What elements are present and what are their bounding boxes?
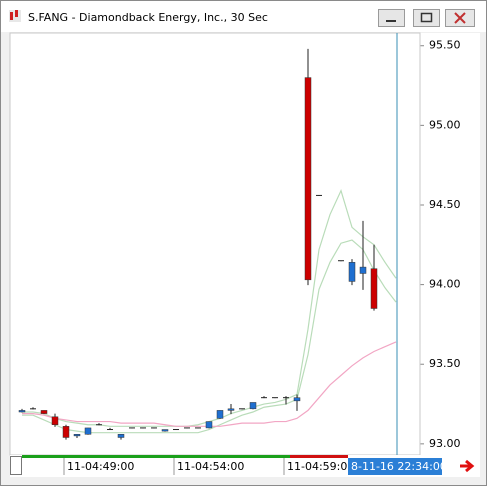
- y-tick-label: 94.00: [429, 278, 461, 291]
- x-tick-label: 11-04:59:00: [287, 460, 354, 473]
- moving-average-line: [22, 239, 397, 434]
- y-tick-label: 93.00: [429, 437, 461, 450]
- candle-body: [40, 410, 48, 414]
- candle-body: [73, 434, 81, 437]
- y-tick-label: 95.50: [429, 39, 461, 52]
- app-icon: [10, 12, 13, 20]
- candle-body: [304, 77, 312, 281]
- candle-body: [216, 410, 224, 419]
- minimize-button[interactable]: [378, 9, 405, 27]
- y-tick-label: 94.50: [429, 198, 461, 211]
- y-axis-area: [420, 33, 480, 455]
- candle-body: [227, 408, 235, 411]
- cursor-label-bg: [348, 458, 442, 475]
- candle-body: [62, 426, 70, 438]
- close-icon: [454, 12, 466, 24]
- candle-body: [249, 402, 257, 410]
- plot-area: [9, 32, 421, 456]
- candle-body: [84, 427, 92, 435]
- title-bar: [1, 1, 486, 32]
- candle-body: [51, 416, 59, 425]
- session-bar: [22, 455, 290, 458]
- window-title: S.FANG - Diamondback Energy, Inc., 30 Se…: [28, 11, 268, 24]
- maximize-icon: [420, 12, 433, 23]
- window-buttons: [378, 9, 475, 27]
- candle-body: [370, 268, 378, 309]
- candle-body: [18, 410, 26, 413]
- y-tick-label: 95.00: [429, 118, 461, 131]
- app-icon: [15, 10, 18, 17]
- candle-body: [348, 262, 356, 282]
- cursor-label: 8-11-16 22:34:00: [351, 460, 447, 473]
- scroll-box[interactable]: [10, 456, 22, 475]
- candle-body: [293, 397, 301, 402]
- scroll-right-arrow[interactable]: [460, 459, 475, 473]
- y-tick-label: 93.50: [429, 357, 461, 370]
- candle-body: [359, 266, 367, 274]
- x-tick-label: 11-04:49:00: [67, 460, 134, 473]
- candle-body: [117, 434, 125, 438]
- x-tick-label: 11-04:54:00: [177, 460, 244, 473]
- maximize-button[interactable]: [413, 9, 440, 27]
- candle-body: [205, 421, 213, 429]
- session-bar: [290, 455, 348, 458]
- candle-body: [161, 429, 169, 432]
